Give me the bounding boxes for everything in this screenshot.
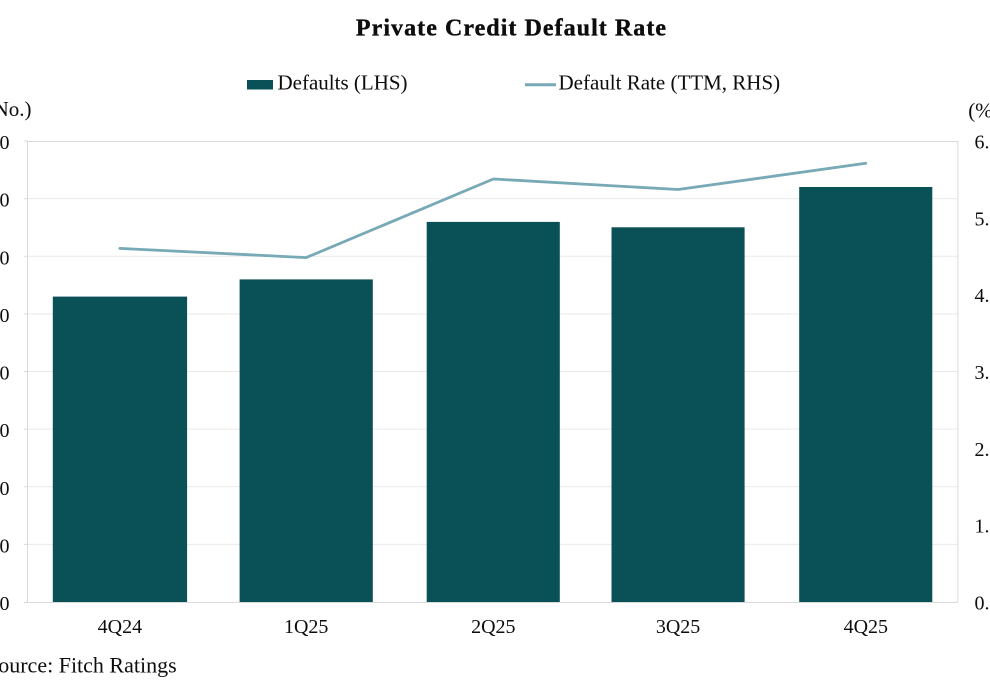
svg-text:4.0: 4.0: [975, 285, 990, 307]
svg-text:Default Rate (TTM, RHS): Default Rate (TTM, RHS): [559, 71, 781, 95]
svg-text:5.0: 5.0: [975, 208, 990, 230]
svg-text:1.0: 1.0: [975, 516, 990, 538]
svg-text:2.0: 2.0: [975, 439, 990, 461]
svg-text:0: 0: [0, 190, 10, 212]
svg-text:1Q25: 1Q25: [284, 616, 328, 638]
svg-text:Defaults (LHS): Defaults (LHS): [278, 71, 408, 95]
svg-text:0: 0: [0, 420, 10, 442]
svg-text:0: 0: [0, 247, 10, 269]
svg-text:Private Credit Default Rate: Private Credit Default Rate: [356, 15, 667, 41]
svg-text:0: 0: [0, 535, 10, 557]
svg-text:0: 0: [0, 363, 10, 385]
svg-text:(No.): (No.): [0, 97, 32, 121]
svg-text:2Q25: 2Q25: [471, 616, 515, 638]
svg-text:0: 0: [0, 305, 10, 327]
svg-text:Source: Fitch Ratings: Source: Fitch Ratings: [0, 653, 177, 678]
svg-text:6.0: 6.0: [975, 132, 990, 154]
svg-text:0: 0: [0, 478, 10, 500]
svg-text:(%): (%): [968, 99, 990, 123]
svg-text:0.0: 0.0: [975, 593, 990, 615]
svg-text:0: 0: [0, 593, 10, 615]
svg-text:4Q24: 4Q24: [98, 616, 142, 638]
svg-text:3.0: 3.0: [975, 362, 990, 384]
svg-text:3Q25: 3Q25: [656, 616, 700, 638]
svg-text:4Q25: 4Q25: [844, 616, 888, 638]
svg-text:0: 0: [0, 132, 10, 154]
